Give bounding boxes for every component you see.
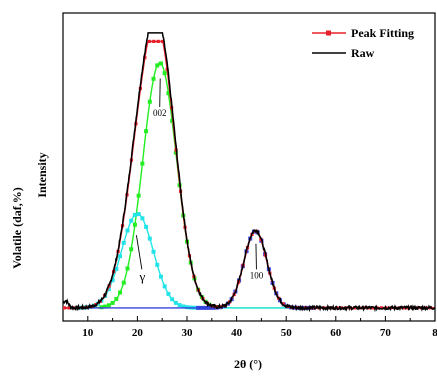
annotation-label: γ <box>138 269 145 284</box>
peak-γ-marker <box>106 287 111 292</box>
peak-γ-marker <box>173 300 178 305</box>
peak-002-marker <box>136 193 141 198</box>
y-axis-title-inner: Intensity <box>35 152 49 197</box>
annotation-label: 100 <box>250 270 264 280</box>
legend-raw-label: Raw <box>351 46 375 60</box>
raw-curve <box>62 32 436 313</box>
peak-002-marker <box>162 71 167 76</box>
peak-002-marker <box>140 161 145 166</box>
x-axis-ticks: 10 20 30 40 50 60 70 8 <box>62 316 437 339</box>
y-axis-title-outer: Volatile (daf,%) <box>10 187 24 269</box>
peak-γ-marker <box>136 212 141 217</box>
plot-frame <box>62 12 436 322</box>
peak-002-marker <box>121 280 126 285</box>
peak-fitting-marker <box>94 303 98 307</box>
x-tick-label: 20 <box>132 327 144 339</box>
chart-curves <box>62 32 436 313</box>
x-tick-label: 8 <box>432 327 437 339</box>
peak-γ-marker <box>144 224 149 229</box>
legend-fit-marker <box>326 30 331 36</box>
peak-100-marker <box>203 305 208 310</box>
peak-γ-marker <box>181 304 186 309</box>
peak-002-marker <box>110 300 115 305</box>
peak-fitting-marker <box>370 306 375 310</box>
peak-fitting-marker <box>67 306 71 310</box>
annotation-label: 002 <box>153 108 167 118</box>
peak-γ-marker <box>114 266 119 271</box>
peak-fitting-marker <box>62 306 67 310</box>
x-tick-label: 30 <box>182 327 194 339</box>
peak-γ-marker <box>170 297 175 302</box>
peak-γ-marker <box>162 284 167 289</box>
peak-γ-marker <box>118 254 123 259</box>
peak-γ-marker <box>155 262 160 267</box>
peak-fitting-marker <box>143 55 147 60</box>
x-tick-label: 60 <box>330 327 342 339</box>
peak-γ-marker <box>166 291 171 296</box>
peak-002-marker <box>125 266 130 271</box>
peak-γ-marker <box>185 305 189 310</box>
peak-002-marker <box>129 247 134 252</box>
peak-100-marker <box>196 305 201 310</box>
peak-002-marker <box>114 296 119 301</box>
peak-fitting-marker <box>147 39 151 43</box>
peak-γ-marker <box>132 212 137 217</box>
peak-002-marker <box>132 222 137 227</box>
peak-002-marker <box>147 99 152 104</box>
peak-002-marker <box>170 118 175 123</box>
peak-γ-marker <box>177 303 182 308</box>
peak-γ-marker <box>158 274 163 279</box>
x-tick-label: 70 <box>380 327 392 339</box>
peak-100-marker <box>211 305 216 310</box>
legend-fit-label: Peak Fitting <box>351 26 414 40</box>
peak-100-marker <box>207 305 212 310</box>
peak-γ-marker <box>110 278 115 283</box>
peak-γ-marker <box>147 236 152 241</box>
peak-002-marker <box>155 63 160 68</box>
peak-100-marker <box>199 305 204 310</box>
peak-002-marker <box>158 61 163 66</box>
peak-fitting-curve <box>63 40 434 309</box>
peak-002-curve <box>63 62 434 309</box>
annotation-arrow <box>135 235 143 270</box>
peak-fitting-marker <box>152 39 156 43</box>
peak-γ-marker <box>151 249 156 254</box>
chart-annotations: 002 γ 100 <box>135 78 264 284</box>
peak-γ-marker <box>121 240 126 245</box>
x-tick-label: 40 <box>231 327 243 339</box>
x-axis-title: 2θ (°) <box>234 357 262 371</box>
legend: Peak Fitting Raw <box>312 26 414 60</box>
peak-002-marker <box>106 303 111 308</box>
peak-fitting-marker <box>379 306 384 310</box>
peak-002-marker <box>151 76 156 81</box>
peak-fitting-marker <box>281 302 285 306</box>
peak-002-marker <box>103 304 108 309</box>
x-tick-label: 50 <box>281 327 293 339</box>
peak-002-marker <box>166 91 171 96</box>
peak-002-marker <box>118 290 123 295</box>
peak-γ-marker <box>140 216 145 221</box>
peak-002-marker <box>144 129 149 134</box>
peak-fitting-marker <box>161 39 165 43</box>
x-tick-label: 10 <box>82 327 94 339</box>
peak-γ-marker <box>129 218 134 223</box>
peak-γ-marker <box>125 228 130 233</box>
peak-fitting-marker <box>156 39 160 43</box>
